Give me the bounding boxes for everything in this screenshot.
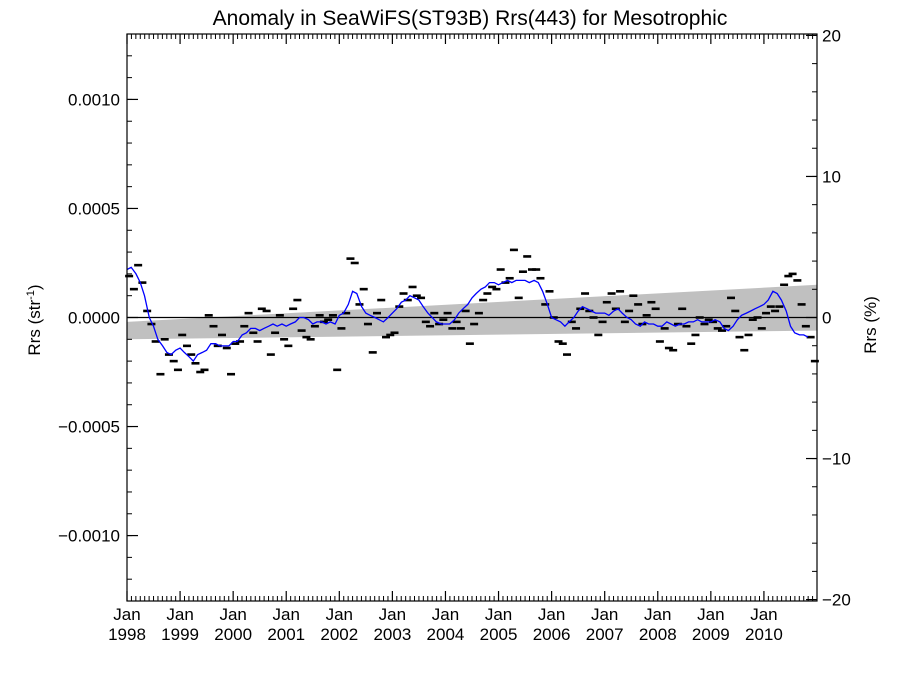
x-tick-label-year: 2009 xyxy=(692,625,730,644)
y-right-tick-label: 20 xyxy=(822,26,841,45)
x-tick-label-month: Jan xyxy=(166,605,193,624)
x-tick-label-month: Jan xyxy=(113,605,140,624)
y-left-tick-label: 0.0000 xyxy=(68,309,120,328)
smoothed-line xyxy=(126,266,809,363)
y-right-tick-label: −10 xyxy=(822,450,851,469)
y-axis-left-label-base: Rrs (str xyxy=(25,300,44,356)
y-axis-right-label: Rrs (%) xyxy=(861,296,880,354)
x-tick-label-month: Jan xyxy=(697,605,724,624)
x-tick-label-year: 2002 xyxy=(320,625,358,644)
x-tick-label-year: 1998 xyxy=(108,625,146,644)
y-left-tick-label: 0.0010 xyxy=(68,90,120,109)
y-right-tick-label: 0 xyxy=(822,309,831,328)
x-tick-label-month: Jan xyxy=(591,605,618,624)
y-axis-left: 0.0010 0.0005 0.0000 −0.0005 −0.0010 xyxy=(58,33,138,602)
x-tick-label-month: Jan xyxy=(326,605,353,624)
x-tick-label-year: 2006 xyxy=(533,625,571,644)
x-tick-label-month: Jan xyxy=(273,605,300,624)
x-tick-label-month: Jan xyxy=(485,605,512,624)
x-axis: Jan1998Jan1999Jan2000Jan2001Jan2002Jan20… xyxy=(108,34,814,644)
x-tick-label-year: 1999 xyxy=(161,625,199,644)
x-tick-label-year: 2007 xyxy=(586,625,624,644)
x-tick-label-year: 2008 xyxy=(639,625,677,644)
x-tick-label-month: Jan xyxy=(379,605,406,624)
trend-band-area xyxy=(127,284,817,340)
x-tick-label-year: 2003 xyxy=(373,625,411,644)
x-tick-label-month: Jan xyxy=(750,605,777,624)
y-axis-left-label-close: ) xyxy=(25,284,44,290)
x-tick-label-year: 2001 xyxy=(267,625,305,644)
x-tick-label-month: Jan xyxy=(644,605,671,624)
x-tick-label-month: Jan xyxy=(219,605,246,624)
y-right-tick-label: 10 xyxy=(822,167,841,186)
y-right-tick-label: −20 xyxy=(822,591,851,610)
y-axis-left-label: Rrs (str-1) xyxy=(25,284,44,355)
smoothed-series xyxy=(126,266,809,363)
x-tick-label-year: 2000 xyxy=(214,625,252,644)
trend-confidence-band xyxy=(127,284,817,340)
monthly-anomaly-marks xyxy=(125,248,819,376)
x-tick-label-month: Jan xyxy=(432,605,459,624)
y-left-tick-label: 0.0005 xyxy=(68,199,120,218)
y-axis-right: 20 10 0 −10 −20 xyxy=(806,26,851,610)
x-tick-label-year: 2004 xyxy=(427,625,465,644)
y-left-tick-label: −0.0005 xyxy=(58,418,120,437)
y-axis-left-label-sup: -1 xyxy=(25,290,37,300)
x-tick-label-month: Jan xyxy=(538,605,565,624)
x-tick-label-year: 2005 xyxy=(480,625,518,644)
y-left-tick-label: −0.0010 xyxy=(58,527,120,546)
chart-title: Anomaly in SeaWiFS(ST93B) Rrs(443) for M… xyxy=(213,7,728,30)
x-tick-label-year: 2010 xyxy=(745,625,783,644)
